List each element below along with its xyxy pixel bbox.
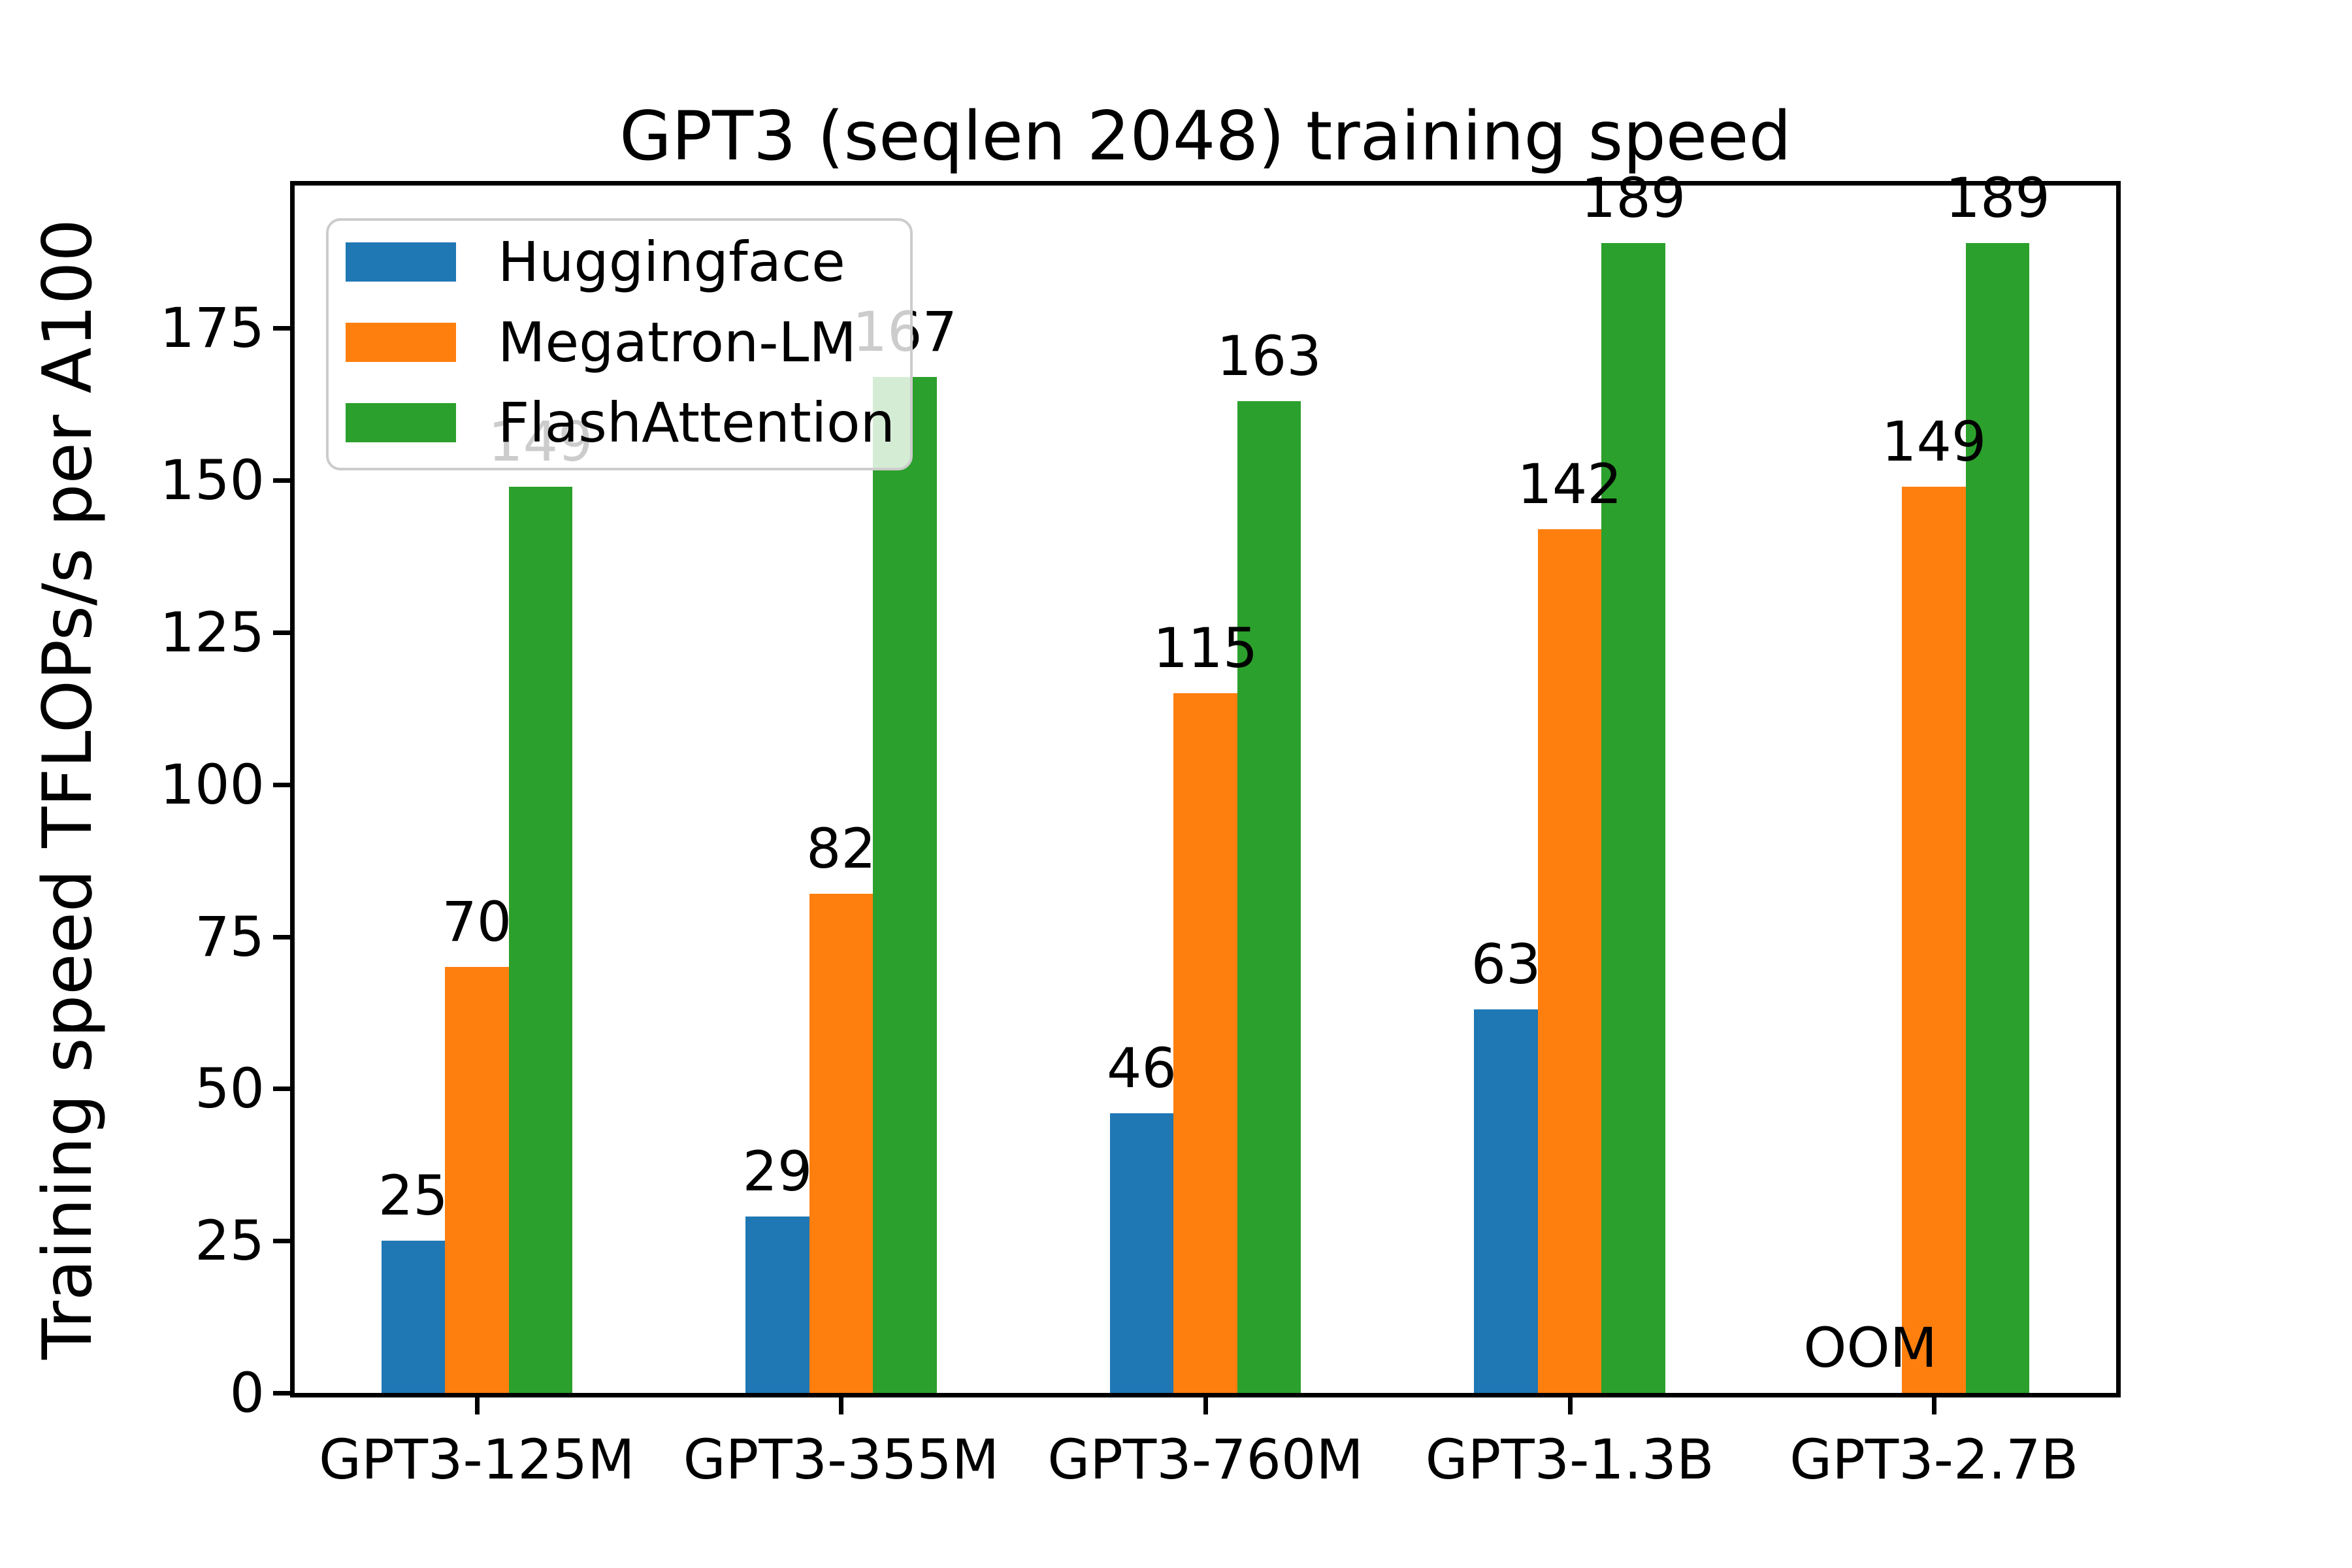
bar-flashattention-gpt3-760m — [1237, 401, 1301, 1393]
y-tick-125 — [273, 630, 291, 635]
bar-megatron-lm-gpt3-2-7b — [1902, 486, 1966, 1393]
legend-label-megatron-lm: Megatron-LM — [498, 310, 857, 374]
x-tick-gpt3-2-7b — [1932, 1397, 1937, 1414]
y-tick-150 — [273, 478, 291, 483]
y-tick-label-0: 0 — [229, 1361, 265, 1425]
x-tick-label-gpt3-1-3b: GPT3-1.3B — [1425, 1428, 1714, 1492]
value-label-huggingface-gpt3-355m: 29 — [742, 1139, 813, 1203]
plot-area: 25294663OOM7082115142149149167163189189 — [290, 166, 2121, 1397]
value-label-flashattention-gpt3-2-7b: 189 — [1945, 166, 2050, 230]
x-tick-label-gpt3-355m: GPT3-355M — [683, 1428, 1000, 1492]
value-label-huggingface-gpt3-1-3b: 63 — [1471, 932, 1541, 997]
y-tick-label-25: 25 — [195, 1209, 265, 1273]
legend-row-huggingface: Huggingface — [329, 228, 845, 296]
x-tick-label-gpt3-125m: GPT3-125M — [318, 1428, 635, 1492]
legend-swatch-flashattention — [346, 403, 456, 442]
legend-label-huggingface: Huggingface — [498, 230, 845, 294]
y-tick-label-175: 175 — [159, 296, 265, 361]
legend-swatch-huggingface — [346, 242, 456, 282]
value-label-megatron-lm-gpt3-1-3b: 142 — [1517, 451, 1622, 516]
legend-row-megatron-lm: Megatron-LM — [329, 308, 857, 376]
x-tick-gpt3-355m — [839, 1397, 844, 1414]
y-tick-label-50: 50 — [195, 1056, 265, 1121]
y-tick-50 — [273, 1086, 291, 1092]
bar-megatron-lm-gpt3-125m — [445, 967, 509, 1393]
value-label-flashattention-gpt3-1-3b: 189 — [1580, 166, 1686, 230]
bar-huggingface-gpt3-355m — [745, 1216, 809, 1393]
x-tick-label-gpt3-2-7b: GPT3-2.7B — [1789, 1428, 2079, 1492]
y-tick-175 — [273, 326, 291, 331]
value-label-huggingface-gpt3-2-7b: OOM — [1803, 1316, 1938, 1380]
y-tick-75 — [273, 934, 291, 939]
value-label-megatron-lm-gpt3-760m: 115 — [1152, 616, 1258, 681]
value-label-huggingface-gpt3-760m: 46 — [1107, 1036, 1177, 1100]
bar-megatron-lm-gpt3-1-3b — [1537, 529, 1602, 1393]
y-tick-25 — [273, 1239, 291, 1244]
y-tick-0 — [273, 1391, 291, 1396]
y-tick-label-150: 150 — [159, 448, 265, 513]
bar-flashattention-gpt3-2-7b — [1965, 243, 2030, 1393]
legend: Huggingface Megatron-LM FlashAttention — [326, 218, 913, 470]
y-tick-label-100: 100 — [159, 752, 265, 817]
bar-huggingface-gpt3-760m — [1109, 1113, 1174, 1393]
value-label-megatron-lm-gpt3-125m: 70 — [442, 890, 512, 955]
value-label-megatron-lm-gpt3-355m: 82 — [806, 817, 876, 881]
bar-huggingface-gpt3-125m — [381, 1241, 446, 1393]
x-tick-gpt3-125m — [474, 1397, 480, 1414]
legend-swatch-megatron-lm — [346, 323, 456, 362]
value-label-huggingface-gpt3-125m: 25 — [378, 1164, 448, 1228]
legend-row-flashattention: FlashAttention — [329, 389, 895, 457]
bar-flashattention-gpt3-125m — [508, 486, 573, 1393]
value-label-megatron-lm-gpt3-2-7b: 149 — [1882, 409, 1987, 474]
bar-megatron-lm-gpt3-355m — [809, 894, 874, 1393]
bar-flashattention-gpt3-1-3b — [1601, 243, 1665, 1393]
bar-megatron-lm-gpt3-760m — [1173, 693, 1237, 1393]
x-tick-gpt3-1-3b — [1567, 1397, 1573, 1414]
x-tick-label-gpt3-760m: GPT3-760M — [1047, 1428, 1364, 1492]
value-label-flashattention-gpt3-760m: 163 — [1217, 324, 1322, 389]
bar-flashattention-gpt3-355m — [873, 376, 937, 1393]
legend-label-flashattention: FlashAttention — [498, 391, 895, 455]
y-tick-label-75: 75 — [195, 904, 265, 969]
chart-title: GPT3 (seqlen 2048) training speed — [619, 97, 1791, 176]
y-tick-label-125: 125 — [159, 600, 265, 664]
x-tick-gpt3-760m — [1203, 1397, 1208, 1414]
y-tick-100 — [273, 782, 291, 787]
bar-huggingface-gpt3-1-3b — [1474, 1009, 1538, 1393]
